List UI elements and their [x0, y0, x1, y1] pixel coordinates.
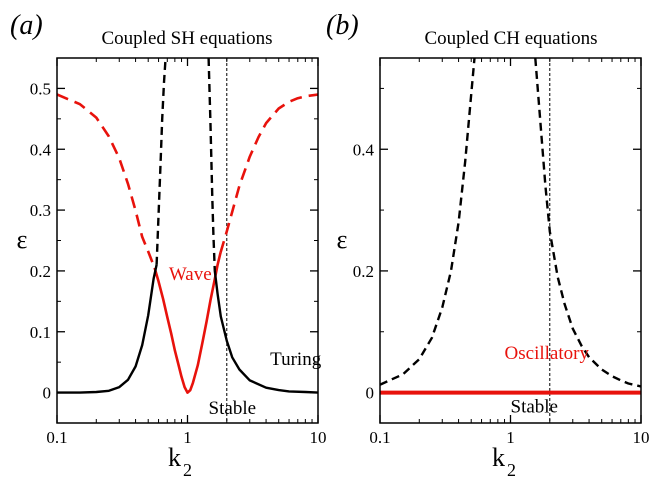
x-tick-label: 1 [183, 428, 192, 447]
annotation-label: Wave [169, 264, 212, 285]
series-line-black-dashed [155, 58, 167, 265]
y-tick-label: 0 [366, 384, 375, 403]
plot-area [57, 58, 318, 423]
y-tick-label: 0.4 [353, 140, 375, 159]
y-axis-label: ε [337, 225, 348, 254]
y-tick-label: 0.2 [30, 262, 51, 281]
y-tick-label: 0.3 [30, 201, 51, 220]
y-tick-label: 0.2 [353, 262, 374, 281]
axis-ticks: 0 0.1 0.2 0.3 0.4 0.5 0.1 1 10 [30, 57, 327, 447]
x-tick-label: 0.1 [46, 428, 67, 447]
y-tick-label: 0.4 [30, 140, 52, 159]
x-tick-label: 0.1 [369, 428, 390, 447]
y-tick-label: 0.1 [30, 323, 51, 342]
annotation-label: Oscillatory [505, 343, 590, 364]
series-line-red-dashed [57, 93, 156, 269]
annotations: Oscillatory Stable [505, 343, 590, 418]
panel-b: (b) Coupled CH equations ε k 2 0 0.2 0.4 0.… [326, 10, 650, 479]
x-tick-label: 1 [506, 428, 515, 447]
x-axis-label-subscript: 2 [507, 460, 516, 479]
y-tick-label: 0.5 [30, 79, 51, 98]
chart-title: Coupled SH equations [102, 28, 273, 49]
y-tick-label: 0 [43, 384, 52, 403]
panel-a: (a) Coupled SH equations ε k 2 0 0.1 0.2 0.… [10, 10, 327, 479]
plot-frame [379, 57, 642, 424]
x-tick-label: 10 [633, 428, 650, 447]
series-line-black-solid [57, 264, 158, 394]
series-line-black-dashed [380, 58, 476, 386]
annotations: Wave Turing Stable [169, 264, 322, 419]
panel-label: (a) [10, 10, 43, 41]
annotation-label: Turing [270, 349, 322, 370]
annotation-label: Stable [511, 397, 559, 418]
y-axis-label: ε [17, 225, 28, 254]
series-line-black-dashed [534, 58, 641, 388]
x-axis-label-subscript: 2 [183, 460, 192, 479]
x-axis-label: k [492, 443, 505, 472]
x-tick-label: 10 [310, 428, 327, 447]
series-line-black-dashed [207, 58, 216, 271]
plot-frame [56, 57, 319, 424]
chart-title: Coupled CH equations [424, 28, 597, 49]
series-line-red-solid [153, 252, 222, 394]
panel-label: (b) [326, 10, 359, 41]
plot-area [380, 58, 641, 423]
series-line-red-dashed [219, 93, 318, 254]
series-line-black-solid [213, 270, 318, 394]
x-axis-label: k [168, 443, 181, 472]
annotation-label: Stable [209, 398, 257, 419]
axis-ticks: 0 0.2 0.4 0.1 1 10 [353, 58, 650, 447]
